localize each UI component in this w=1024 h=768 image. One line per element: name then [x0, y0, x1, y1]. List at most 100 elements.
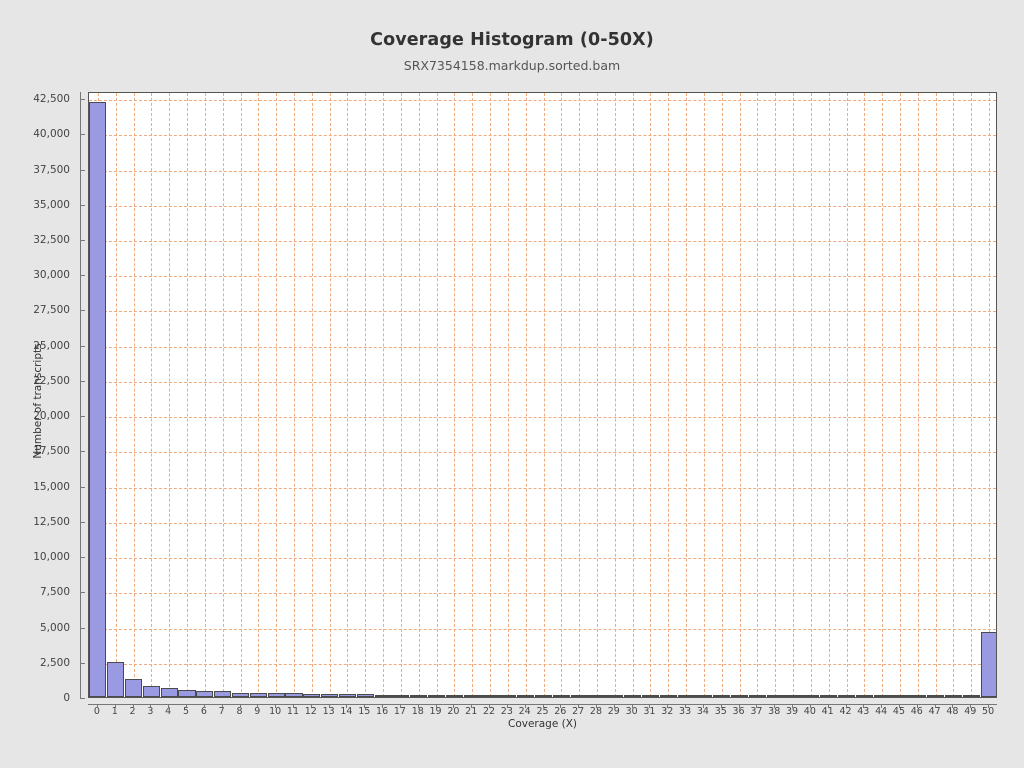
x-tick-label: 3: [147, 706, 154, 717]
y-tick-mark: [80, 204, 85, 206]
y-tick-mark: [80, 627, 85, 629]
gridline-horizontal: [89, 381, 996, 383]
gridline-horizontal: [89, 135, 996, 137]
x-tick-mark: [702, 704, 704, 708]
y-tick-label: 12,500: [33, 515, 70, 528]
y-tick-label: 5,000: [39, 621, 70, 634]
gridline-vertical: [115, 93, 117, 697]
histogram-bar: [606, 694, 624, 697]
y-axis-title: Number of transcripts: [32, 343, 44, 459]
x-tick-label: 7: [218, 706, 225, 717]
histogram-bar: [249, 693, 267, 697]
x-tick-mark: [96, 704, 98, 708]
x-tick-label: 8: [236, 706, 243, 717]
histogram-bar: [392, 694, 410, 697]
x-tick-mark: [435, 704, 437, 708]
histogram-bar: [142, 685, 160, 697]
y-tick-label: 17,500: [33, 445, 70, 458]
x-tick-label: 15: [358, 706, 371, 717]
x-tick-mark: [560, 704, 562, 708]
x-tick-label: 33: [679, 706, 692, 717]
x-tick-mark: [881, 704, 883, 708]
histogram-bar: [766, 694, 784, 697]
histogram-bar: [338, 693, 356, 697]
x-tick-label: 46: [910, 706, 923, 717]
histogram-bar: [303, 693, 321, 697]
y-tick-mark: [80, 310, 85, 312]
histogram-bar: [445, 694, 463, 697]
y-tick-label: 25,000: [33, 339, 70, 352]
gridline-vertical: [775, 93, 777, 697]
x-tick-mark: [952, 704, 954, 708]
gridline-vertical: [971, 93, 973, 697]
gridline-vertical: [365, 93, 367, 697]
x-tick-mark: [186, 704, 188, 708]
gridline-vertical: [151, 93, 153, 697]
x-tick-label: 36: [732, 706, 745, 717]
x-tick-label: 27: [572, 706, 585, 717]
gridline-horizontal: [89, 487, 996, 489]
histogram-bar: [552, 694, 570, 697]
gridline-horizontal: [89, 522, 996, 524]
x-tick-mark: [346, 704, 348, 708]
histogram-bar: [677, 694, 695, 697]
gridline-vertical: [293, 93, 295, 697]
gridline-vertical: [882, 93, 884, 697]
x-tick-label: 48: [946, 706, 959, 717]
x-tick-mark: [774, 704, 776, 708]
x-tick-mark: [685, 704, 687, 708]
gridline-horizontal: [89, 311, 996, 313]
x-tick-label: 1: [111, 706, 118, 717]
grid-layer: [89, 93, 996, 697]
x-tick-mark: [898, 704, 900, 708]
gridline-horizontal: [89, 276, 996, 278]
y-axis-line: [80, 92, 81, 698]
histogram-bar: [659, 694, 677, 697]
x-tick-label: 22: [482, 706, 496, 717]
y-tick-label: 32,500: [33, 233, 70, 246]
x-tick-mark: [809, 704, 811, 708]
histogram-bar: [873, 694, 891, 697]
histogram-bar: [267, 693, 285, 697]
x-tick-mark: [863, 704, 865, 708]
gridline-vertical: [187, 93, 189, 697]
y-tick-mark: [80, 662, 85, 664]
gridline-vertical: [169, 93, 171, 697]
x-tick-label: 14: [340, 706, 353, 717]
histogram-bar: [356, 694, 374, 697]
chart-title: Coverage Histogram (0-50X): [370, 30, 654, 50]
x-tick-label: 43: [857, 706, 870, 717]
x-tick-mark: [988, 704, 990, 708]
y-tick-label: 30,000: [33, 269, 70, 282]
histogram-bar: [891, 694, 909, 697]
x-tick-label: 41: [821, 706, 834, 717]
x-tick-mark: [827, 704, 829, 708]
gridline-vertical: [276, 93, 278, 697]
y-tick-mark: [80, 451, 85, 453]
gridline-horizontal: [89, 452, 996, 454]
histogram-bar: [855, 694, 873, 697]
histogram-bar: [695, 694, 713, 697]
x-tick-mark: [453, 704, 455, 708]
x-tick-mark: [150, 704, 152, 708]
histogram-bar: [962, 694, 980, 697]
y-tick-mark: [80, 592, 85, 594]
x-tick-label: 10: [269, 706, 282, 717]
y-tick-mark: [80, 698, 85, 699]
x-tick-mark: [168, 704, 170, 708]
x-tick-label: 0: [93, 706, 100, 717]
histogram-bar: [178, 689, 196, 697]
histogram-bar: [481, 694, 499, 697]
x-tick-label: 26: [554, 706, 567, 717]
y-tick-label: 37,500: [33, 163, 70, 176]
x-tick-mark: [792, 704, 794, 708]
histogram-bar: [837, 694, 856, 697]
x-tick-label: 18: [411, 706, 424, 717]
histogram-bar: [160, 688, 178, 697]
x-tick-mark: [275, 704, 277, 708]
y-tick-label: 22,500: [33, 374, 70, 387]
x-tick-label: 49: [964, 706, 977, 717]
gridline-vertical: [454, 93, 456, 697]
x-tick-mark: [595, 704, 597, 708]
x-tick-mark: [631, 704, 633, 708]
